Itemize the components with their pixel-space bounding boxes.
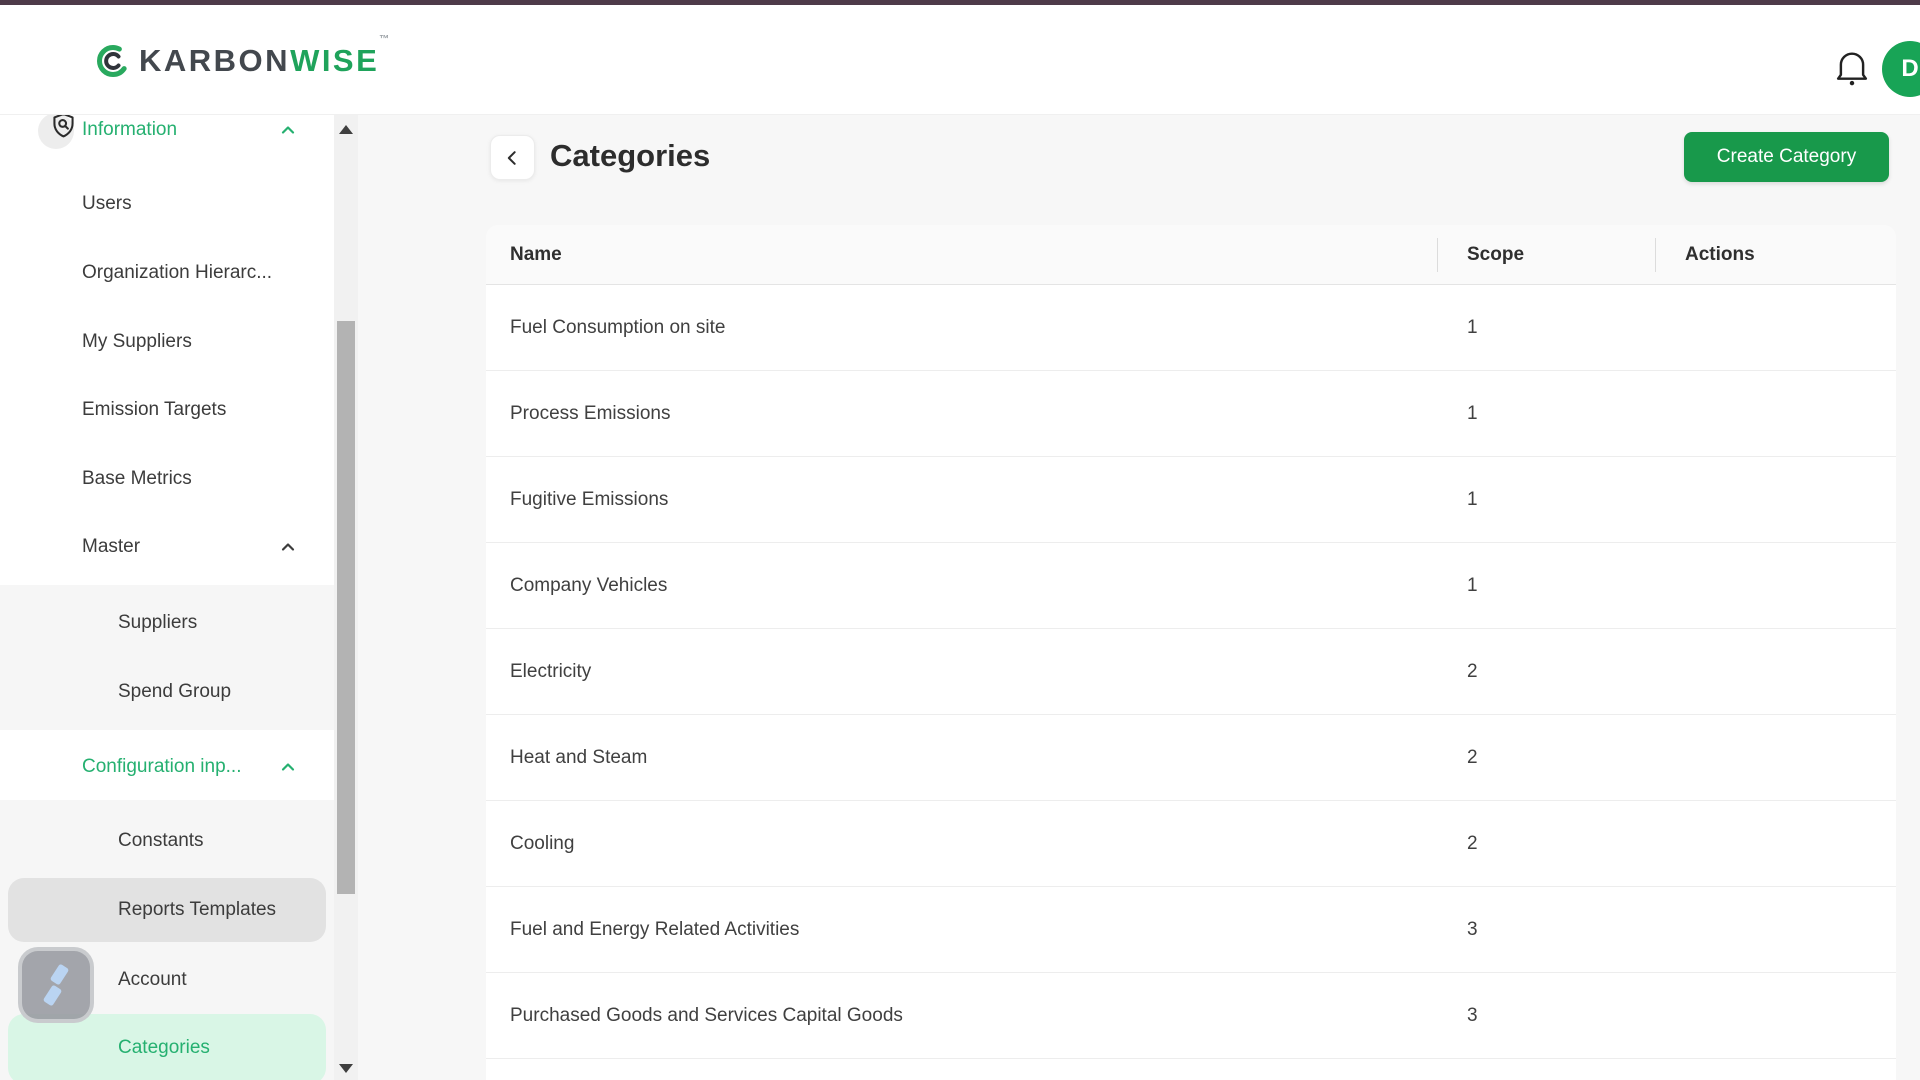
sidebar-item-account[interactable]: Account [0,955,334,1005]
categories-table: Name Scope Actions Fuel Consumption on s… [486,225,1896,1080]
logo-text: KARBONWISE™ [139,34,389,79]
table-row[interactable]: Company Vehicles 1 [486,543,1896,629]
sidebar-item-categories[interactable]: Categories [0,1023,334,1073]
cell-scope: 3 [1467,1004,1478,1026]
sidebar-item-label: Categories [118,1037,210,1058]
cell-name: Process Emissions [510,402,671,424]
sidebar-item-label: Account [118,969,187,990]
sidebar-item-spend-group[interactable]: Spend Group [0,667,334,717]
chevron-left-icon [507,150,516,165]
sidebar-item-label: Base Metrics [82,468,192,489]
scrollbar-thumb[interactable] [337,321,355,894]
column-header-name: Name [510,243,562,265]
table-header-row: Name Scope Actions [486,225,1896,285]
sidebar-item-label: My Suppliers [82,331,192,352]
logo-text-suffix: WISE [290,43,380,78]
main-content: Categories Create Category Name Scope Ac… [358,115,1920,1080]
cell-name: Cooling [510,832,575,854]
karbonwise-logo-icon [97,45,129,77]
page-title: Categories [550,138,711,173]
sidebar-item-information[interactable]: Information [0,115,334,155]
sidebar-item-users[interactable]: Users [0,179,334,229]
table-row[interactable]: Process Emissions 1 [486,371,1896,457]
cell-scope: 1 [1467,402,1478,424]
cell-name: Fuel and Energy Related Activities [510,918,800,940]
reports-templates-highlight [8,878,326,942]
cell-scope: 2 [1467,660,1478,682]
sidebar-item-base-metrics[interactable]: Base Metrics [0,454,334,504]
chevron-up-icon [281,126,295,134]
cell-scope: 2 [1467,832,1478,854]
sidebar-item-label: Organization Hierarc... [82,262,273,283]
sidebar-item-organization-hierarchy[interactable]: Organization Hierarc... [0,248,334,298]
table-row[interactable]: Fuel Consumption on site 1 [486,285,1896,371]
user-avatar-initial: D [1901,55,1919,82]
scrollbar-up-arrow[interactable] [334,117,358,141]
logo-trademark: ™ [379,34,390,45]
notifications-bell-icon[interactable] [1834,47,1870,87]
sidebar-item-label: Emission Targets [82,399,227,420]
column-header-scope: Scope [1437,237,1655,272]
sidebar-item-master[interactable]: Master [0,522,334,572]
sidebar-item-label: Constants [118,830,204,851]
table-row[interactable]: Cooling 2 [486,801,1896,887]
cell-scope: 1 [1467,316,1478,338]
sidebar-item-configuration-inputs[interactable]: Configuration inp... [0,742,334,792]
sidebar-item-label: Information [82,119,178,140]
table-body: Fuel Consumption on site 1 Process Emiss… [486,285,1896,1080]
window-top-strip [0,0,1920,5]
chevron-up-icon [281,763,295,771]
cell-name: Heat and Steam [510,746,648,768]
chevron-up-icon [281,543,295,551]
sidebar-item-label: Suppliers [118,612,198,633]
sidebar-item-constants[interactable]: Constants [0,816,334,866]
categories-active-highlight [8,1014,326,1080]
table-row[interactable]: Fugitive Emissions 1 [486,457,1896,543]
cell-scope: 1 [1467,488,1478,510]
sidebar-scrollbar[interactable] [334,115,358,1080]
table-row-partial [486,1059,1896,1080]
shield-search-icon [38,115,76,149]
table-row[interactable]: Purchased Goods and Services Capital Goo… [486,973,1896,1059]
sidebar-item-label: Configuration inp... [82,756,242,777]
column-header-actions: Actions [1655,237,1896,272]
sidebar-item-label: Users [82,193,132,214]
cell-scope: 2 [1467,746,1478,768]
sidebar-item-label: Master [82,536,141,557]
top-header-bar: KARBONWISE™ D [0,5,1920,115]
back-button[interactable] [490,135,535,180]
sidebar-item-emission-targets[interactable]: Emission Targets [0,385,334,435]
karbonwise-logo: KARBONWISE™ [96,34,389,84]
cell-name: Fugitive Emissions [510,488,669,510]
sidebar-item-reports-templates[interactable]: Reports Templates [0,885,334,935]
cell-name: Purchased Goods and Services Capital Goo… [510,1004,903,1026]
scrollbar-down-arrow[interactable] [334,1056,358,1080]
sidebar-item-label: Reports Templates [118,899,277,920]
widget-logo-icon [43,964,69,1006]
cell-name: Fuel Consumption on site [510,316,726,338]
logo-text-prefix: KARBON [139,43,291,78]
cell-name: Company Vehicles [510,574,668,596]
table-row[interactable]: Electricity 2 [486,629,1896,715]
sidebar-item-suppliers[interactable]: Suppliers [0,598,334,648]
cell-scope: 1 [1467,574,1478,596]
create-category-button[interactable]: Create Category [1684,132,1889,182]
cell-scope: 3 [1467,918,1478,940]
sidebar-item-my-suppliers[interactable]: My Suppliers [0,317,334,367]
sidebar-navigation: Information Users Organization Hierarc..… [0,115,358,1080]
table-row[interactable]: Heat and Steam 2 [486,715,1896,801]
cell-name: Electricity [510,660,592,682]
floating-widget-icon[interactable] [18,947,94,1023]
user-avatar[interactable]: D [1882,41,1920,97]
sidebar-item-label: Spend Group [118,681,232,702]
master-submenu-background [0,585,334,730]
table-row[interactable]: Fuel and Energy Related Activities 3 [486,887,1896,973]
